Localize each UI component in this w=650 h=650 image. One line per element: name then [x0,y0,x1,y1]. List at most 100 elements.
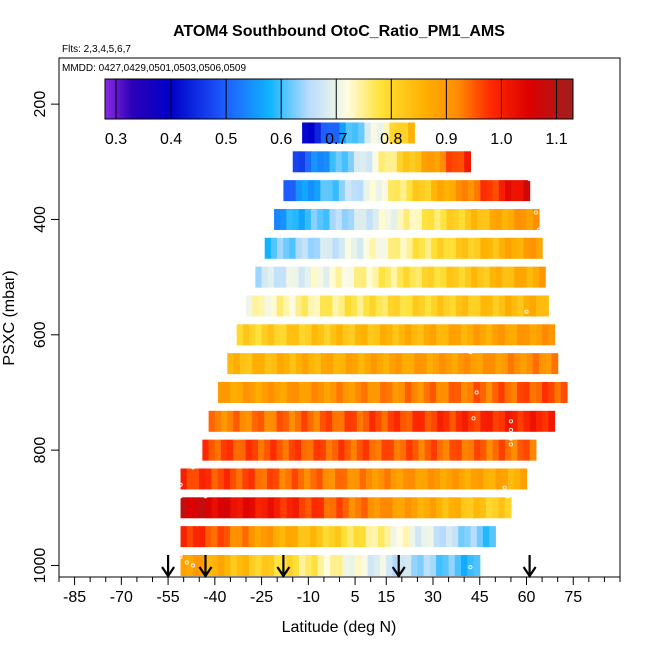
heatmap-cell [344,237,352,259]
heatmap-cell [307,410,315,432]
heatmap-cell [440,208,448,230]
heatmap-cell [449,439,457,461]
heatmap-cell [208,439,216,461]
heatmap-cell [334,526,342,548]
heatmap-cell [350,410,358,432]
heatmap-cell [545,353,553,375]
heatmap-cell [360,151,367,173]
heatmap-cell [229,526,237,548]
colorbar-tick-label: 1.0 [490,131,512,148]
heatmap-cell [333,353,341,375]
heatmap-cell [286,497,294,519]
heatmap-cell [363,237,371,259]
heatmap-cell [415,526,422,548]
heatmap-cell [249,324,256,346]
heatmap-cell [428,266,435,288]
heatmap-cell [417,381,425,403]
heatmap-cell [529,324,537,346]
heatmap-cell [251,439,259,461]
heatmap-cell [248,468,256,490]
heatmap-cell [342,381,350,403]
heatmap-cell [392,497,400,519]
heatmap-cell [403,208,411,230]
heatmap-cell [383,353,390,375]
heatmap-cell [458,526,466,548]
heatmap-cell [415,266,423,288]
colorbar: 0.3 0.4 0.5 0.6 0.7 0.8 0.9 1.0 1.1 [104,78,574,148]
heatmap-cell [326,180,334,202]
heatmap-cell [479,381,487,403]
heatmap-cell [468,295,475,317]
heatmap-cell [452,526,459,548]
heatmap-cell [338,180,346,202]
heatmap-cell [387,237,395,259]
heatmap-cell [464,468,472,490]
heatmap-cell [347,151,355,173]
heatmap-cell [251,410,259,432]
heatmap-cell [274,554,281,576]
heatmap-cell [303,526,311,548]
heatmap-cell [301,410,309,432]
heatmap-cell [504,180,512,202]
heatmap-cell [344,180,352,202]
heatmap-cell [473,554,481,576]
heatmap-cell [372,208,380,230]
heatmap-cell [517,381,524,403]
heatmap-cell [489,266,497,288]
heatmap-cell [386,324,394,346]
heatmap-cell [236,497,244,519]
heatmap-cell [412,439,420,461]
heatmap-cell [424,237,432,259]
heatmap-cell [485,497,493,519]
heatmap-cell [431,237,438,259]
heatmap-cell [276,410,284,432]
heatmap-cell [406,237,414,259]
heatmap-cell [211,526,219,548]
heatmap-cell [223,526,231,548]
heatmap-cell [442,381,450,403]
heatmap-cell [326,237,334,259]
heatmap-cell [501,353,509,375]
x-tick-label: 5 [351,589,360,606]
heatmap-cell [292,266,300,288]
heatmap-cell [421,526,429,548]
heatmap-cell [211,497,219,519]
heatmap-cell [436,381,443,403]
heatmap-cell [473,497,481,519]
heatmap-cell [492,237,500,259]
heatmap-cell [360,266,367,288]
heatmap-cell [220,439,228,461]
heatmap-cell [523,180,531,202]
heatmap-cell [224,554,232,576]
heatmap-cell [313,410,321,432]
heatmap-cell [373,554,381,576]
y-tick-label: 400 [32,206,49,233]
heatmap-cell [280,208,287,230]
heatmap-cell [249,381,256,403]
heatmap-cell [535,295,543,317]
heatmap-cell [412,295,420,317]
heatmap-cell [341,266,349,288]
heatmap-layer [236,324,556,346]
heatmap-cell [451,353,459,375]
heatmap-cell [380,497,387,519]
heatmap-cell [249,497,256,519]
heatmap-cell [400,180,408,202]
heatmap-cell [424,295,432,317]
heatmap-cell [372,468,379,490]
flight-arrow [391,555,406,578]
heatmap-cell [498,439,506,461]
heatmap-cell [426,353,434,375]
heatmap-cell [492,324,500,346]
heatmap-cell [359,468,367,490]
heatmap-cell [523,439,531,461]
heatmap-cell [369,295,377,317]
heatmap-cell [418,180,426,202]
heatmap-cell [391,208,398,230]
heatmap-cell [489,468,497,490]
heatmap-cell [335,208,343,230]
flight-arrow [198,555,213,578]
y-axis: 200 400 600 800 1000 [32,91,59,583]
heatmap-cell [483,266,491,288]
heatmap-cell [486,295,494,317]
